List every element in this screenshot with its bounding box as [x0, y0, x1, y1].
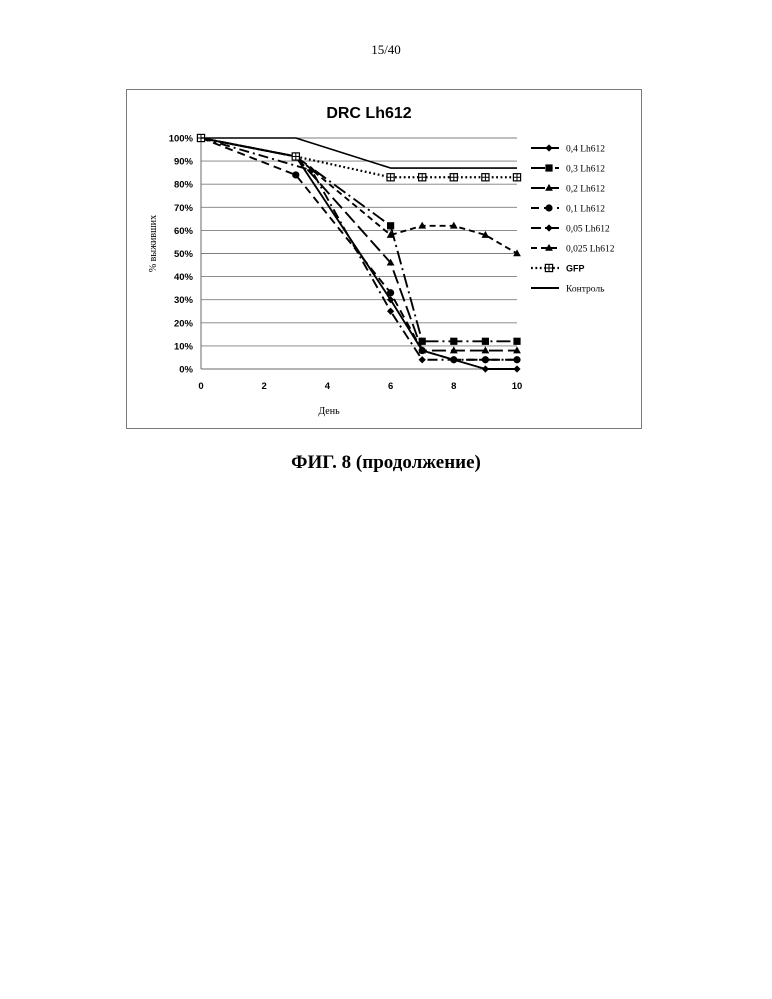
- y-tick-label: 40%: [174, 272, 194, 283]
- x-tick-label: 4: [325, 381, 331, 392]
- legend-marker-5: [545, 224, 552, 231]
- legend-label-5: 0,05 Lh612: [566, 225, 610, 235]
- y-tick-label: 90%: [174, 157, 194, 168]
- y-tick-label: 100%: [169, 134, 194, 145]
- page-number: 15/40: [0, 42, 772, 58]
- y-tick-label: 30%: [174, 295, 194, 306]
- line-chart: DRC Lh612 0% 10% 20% 30% 40% 50% 60% 70% 80% 90% 10…: [127, 90, 641, 428]
- series-line-6: [201, 138, 517, 254]
- y-tick-label: 80%: [174, 180, 194, 191]
- data-point-s4: [419, 347, 426, 354]
- x-tick-label: 10: [512, 381, 523, 392]
- chart-frame: DRC Lh612 0% 10% 20% 30% 40% 50% 60% 70% 80% 90% 10…: [126, 89, 642, 429]
- x-tick-label: 8: [451, 381, 456, 392]
- data-point-s4: [292, 171, 299, 178]
- y-tick-label: 20%: [174, 318, 194, 329]
- chart-title: DRC Lh612: [326, 105, 411, 122]
- data-point-s2: [450, 338, 457, 345]
- legend-marker-1: [545, 144, 552, 151]
- x-tick-label: 6: [388, 381, 393, 392]
- legend-label-8: Контроль: [566, 285, 605, 295]
- series-line-4: [201, 138, 517, 360]
- figure-caption: ФИГ. 8 (продолжение): [0, 452, 772, 474]
- legend-label-6: 0,025 Lh612: [566, 245, 615, 255]
- x-axis-label: День: [318, 406, 340, 417]
- legend-marker-2: [545, 164, 552, 171]
- y-tick-label: 70%: [174, 203, 194, 214]
- legend-label-2: 0,3 Lh612: [566, 165, 605, 175]
- legend-label-3: 0,2 Lh612: [566, 185, 605, 195]
- legend-label-7: GFP: [566, 264, 585, 274]
- data-point-s2: [387, 222, 394, 229]
- series-line-3: [201, 138, 517, 351]
- x-tick-label: 0: [198, 381, 203, 392]
- data-point-s1: [513, 365, 520, 372]
- x-tick-label: 2: [262, 381, 267, 392]
- y-axis-label: % выживших: [148, 215, 159, 272]
- data-point-s1: [482, 365, 489, 372]
- legend-label-4: 0,1 Lh612: [566, 205, 605, 215]
- y-tick-label: 60%: [174, 226, 194, 237]
- legend-marker-4: [545, 204, 552, 211]
- y-tick-label: 0%: [179, 365, 193, 376]
- data-point-s4: [387, 289, 394, 296]
- data-point-s2: [513, 338, 520, 345]
- data-point-s5: [419, 356, 426, 363]
- legend-label-1: 0,4 Lh612: [566, 145, 605, 155]
- data-point-s2: [482, 338, 489, 345]
- y-tick-label: 50%: [174, 249, 194, 260]
- series-line-5: [201, 138, 517, 360]
- series-line-8: [201, 138, 517, 168]
- y-tick-label: 10%: [174, 341, 194, 352]
